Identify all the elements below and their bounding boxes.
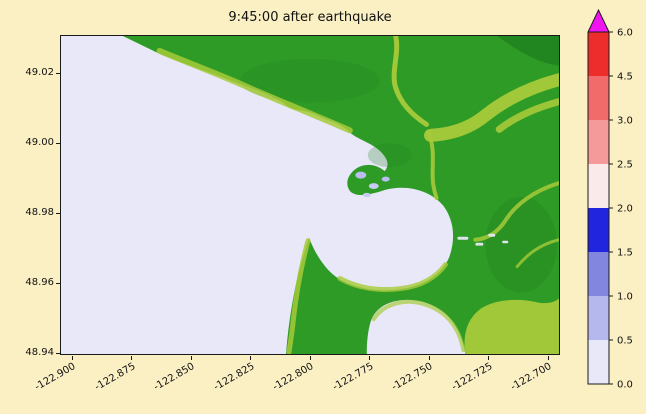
colorbar-segment — [588, 120, 609, 164]
x-tick-label: -122.775 — [330, 361, 375, 394]
east-river-2 — [515, 238, 559, 269]
river-valley-branch — [495, 98, 559, 133]
colorbar-tick-label: 1.5 — [617, 248, 633, 259]
colorbar-segment — [588, 164, 609, 208]
inland-water-dash — [457, 236, 469, 240]
y-tick-label: 48.98 — [25, 207, 54, 218]
map-canvas — [61, 36, 559, 354]
coast-lowland-fringe — [156, 47, 353, 134]
inland-water-dash — [475, 242, 484, 246]
colorbar-outline — [587, 8, 610, 385]
harbor-pond — [368, 183, 379, 190]
x-tick-label: -122.800 — [271, 361, 316, 394]
notch-rim-lowland — [371, 299, 466, 353]
x-tick — [369, 356, 370, 360]
colorbar-tick-label: 1.0 — [617, 292, 633, 303]
colorbar-segment — [588, 208, 609, 252]
colorbar-tick-label: 6.0 — [617, 28, 633, 39]
x-tick-label: -122.900 — [33, 361, 78, 394]
harbor-pond — [355, 171, 367, 179]
river-to-bay — [426, 130, 439, 200]
colorbar-segment — [588, 32, 609, 76]
colorbar-tick-label: 2.0 — [617, 204, 633, 215]
colorbar-segment — [588, 252, 609, 296]
colorbar-tick-label: 3.0 — [617, 116, 633, 127]
colorbar-segment — [588, 76, 609, 120]
y-tick — [56, 143, 60, 144]
y-tick — [56, 283, 60, 284]
bay-south-lowland — [337, 262, 448, 292]
y-tick-label: 49.02 — [25, 67, 54, 78]
y-tick — [56, 73, 60, 74]
x-tick-label: -122.875 — [92, 361, 137, 394]
east-river-1 — [473, 181, 559, 242]
x-tick — [250, 356, 251, 360]
x-tick — [191, 356, 192, 360]
x-tick — [548, 356, 549, 360]
highland-north — [240, 58, 380, 103]
y-tick-label: 49.00 — [25, 137, 54, 148]
river-valley-northeast — [424, 73, 559, 142]
river-from-top — [391, 36, 430, 127]
x-tick-label: -122.725 — [449, 361, 494, 394]
colorbar-tick-label: 4.5 — [617, 72, 633, 83]
inland-water-dash — [502, 240, 509, 244]
x-tick-label: -122.825 — [211, 361, 256, 394]
y-tick — [56, 213, 60, 214]
plot-title: 9:45:00 after earthquake — [228, 10, 392, 25]
x-tick — [429, 356, 430, 360]
x-tick — [131, 356, 132, 360]
x-tick-label: -122.750 — [390, 361, 435, 394]
harbor-pond — [381, 176, 390, 182]
colorbar-tick-label: 0.5 — [617, 336, 633, 347]
spit-lowland-fringe — [286, 238, 311, 354]
land-region — [122, 36, 559, 354]
x-tick — [72, 356, 73, 360]
plot-area — [60, 35, 560, 355]
y-tick — [56, 353, 60, 354]
x-tick — [488, 356, 489, 360]
x-tick-label: -122.700 — [509, 361, 554, 394]
highland-headland — [367, 143, 412, 168]
colorbar-tick-label: 0.0 — [617, 380, 633, 391]
inland-water-dash — [488, 233, 496, 237]
x-tick-label: -122.850 — [152, 361, 197, 394]
low-elevation-overlays — [156, 36, 559, 354]
colorbar-segment — [588, 296, 609, 340]
colorbar-segment — [588, 340, 609, 384]
colorbar-tick-label: 2.5 — [617, 160, 633, 171]
pond-overlays — [355, 171, 509, 246]
lowland-patch-southeast — [464, 298, 559, 354]
harbor-pond — [362, 192, 371, 198]
colorbar: 6.0 4.5 3.0 2.5 2.0 1.5 1.0 0.5 0.0 — [587, 8, 633, 391]
colorbar-over-triangle — [588, 10, 609, 32]
highland-corner — [497, 36, 559, 66]
y-tick-label: 48.94 — [25, 347, 54, 358]
x-tick — [310, 356, 311, 360]
y-tick-label: 48.96 — [25, 277, 54, 288]
